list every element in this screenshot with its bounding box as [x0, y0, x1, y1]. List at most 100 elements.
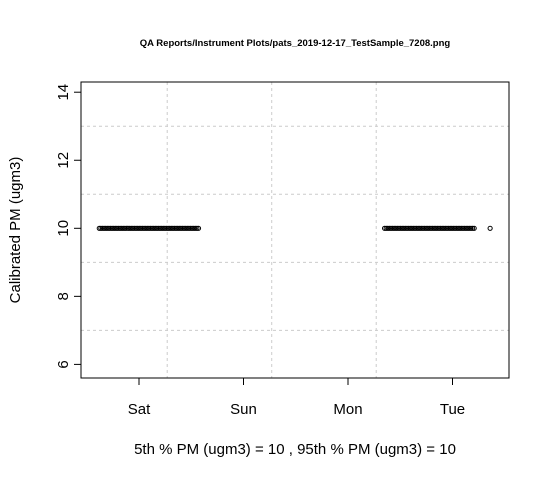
data-point	[181, 225, 187, 231]
data-point	[452, 225, 458, 231]
data-point	[463, 225, 469, 231]
x-tick-label: Sat	[128, 401, 151, 418]
data-point	[457, 225, 463, 231]
data-point	[409, 225, 415, 231]
data-point	[423, 225, 429, 231]
data-point	[173, 225, 179, 231]
data-point	[104, 225, 110, 231]
data-point	[138, 225, 144, 231]
data-point	[154, 225, 160, 231]
x-tick-label: Tue	[440, 401, 465, 418]
data-point	[191, 225, 197, 231]
data-point	[396, 225, 402, 231]
data-point	[420, 225, 426, 231]
data-point	[163, 225, 170, 231]
data-point	[399, 225, 405, 231]
data-point	[167, 225, 173, 231]
data-point	[109, 225, 115, 231]
y-tick-label: 14	[55, 84, 72, 101]
data-point	[125, 225, 131, 231]
data-point	[431, 225, 437, 231]
data-point	[394, 225, 400, 231]
data-point	[147, 225, 154, 231]
data-point	[465, 225, 471, 231]
data-point	[453, 225, 460, 231]
data-point	[192, 225, 198, 231]
data-point	[383, 225, 389, 231]
data-point	[425, 225, 431, 231]
x-tick-label: Mon	[333, 401, 362, 418]
data-point	[98, 225, 104, 231]
data-point	[151, 225, 157, 231]
data-point	[103, 225, 109, 231]
data-point	[471, 225, 477, 231]
data-point	[155, 225, 162, 231]
data-point	[111, 225, 117, 231]
data-point	[468, 225, 474, 231]
data-point	[450, 225, 456, 231]
y-tick-label: 12	[55, 152, 72, 169]
data-point	[404, 225, 410, 231]
data-point	[189, 225, 195, 231]
data-point	[195, 225, 202, 231]
data-point	[413, 225, 420, 231]
data-point	[429, 225, 436, 231]
data-point	[410, 225, 416, 231]
data-point	[458, 225, 464, 231]
data-point	[146, 225, 152, 231]
data-point	[160, 225, 166, 231]
data-point	[162, 225, 168, 231]
x-axis-label: 5th % PM (ugm3) = 10 , 95th % PM (ugm3) …	[134, 441, 456, 458]
data-point	[412, 225, 418, 231]
data-point	[152, 225, 158, 231]
data-point	[187, 225, 194, 231]
y-tick-label: 8	[55, 292, 72, 300]
data-point	[415, 225, 421, 231]
data-point	[437, 225, 444, 231]
data-point	[439, 225, 445, 231]
data-point	[136, 225, 142, 231]
y-tick-label: 6	[55, 360, 72, 368]
x-tick-label: Sun	[230, 401, 257, 418]
data-point	[391, 225, 397, 231]
data-point	[194, 225, 200, 231]
data-point	[101, 225, 107, 231]
data-point	[157, 225, 163, 231]
data-point	[143, 225, 149, 231]
data-point	[179, 225, 186, 231]
data-point	[178, 225, 184, 231]
data-point	[107, 225, 114, 231]
data-point	[183, 225, 189, 231]
data-point	[460, 225, 466, 231]
data-point	[466, 225, 472, 231]
data-point	[127, 225, 133, 231]
data-point	[114, 225, 120, 231]
data-point	[445, 225, 452, 231]
data-point	[130, 225, 136, 231]
data-point	[115, 225, 122, 231]
data-point	[171, 225, 178, 231]
data-point	[99, 225, 106, 231]
data-point	[131, 225, 138, 231]
data-point	[133, 225, 139, 231]
data-point	[401, 225, 407, 231]
data-point	[444, 225, 450, 231]
data-point	[381, 225, 388, 231]
data-point	[421, 225, 428, 231]
data-point	[402, 225, 408, 231]
data-point	[426, 225, 432, 231]
data-point	[434, 225, 440, 231]
data-point	[122, 225, 128, 231]
data-point	[186, 225, 192, 231]
data-point	[184, 225, 190, 231]
y-tick-label: 10	[55, 220, 72, 237]
data-point	[386, 225, 392, 231]
data-point	[418, 225, 424, 231]
data-point	[144, 225, 150, 231]
data-point	[123, 225, 130, 231]
data-point	[405, 225, 412, 231]
data-point	[397, 225, 404, 231]
data-point	[170, 225, 176, 231]
data-point	[455, 225, 461, 231]
